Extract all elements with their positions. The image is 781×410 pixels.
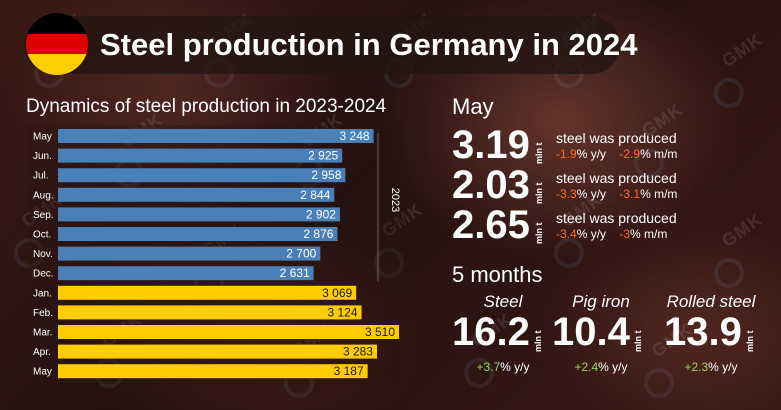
chart-title: Dynamics of steel production in 2023-202…: [26, 96, 387, 117]
yy-change: -1.9: [556, 147, 577, 161]
bar-2023: [58, 246, 321, 261]
change-value: +2.3: [684, 360, 709, 374]
yy-change: -3.4: [556, 227, 577, 241]
stat-caption: steel was produced: [556, 130, 677, 146]
stat-value: 3.19: [452, 123, 530, 167]
value-label: 3 187: [334, 364, 364, 378]
category-label: May: [33, 367, 52, 378]
item-label: Pig iron: [572, 292, 630, 311]
item-change: +3.7% y/y: [448, 360, 558, 374]
value-label: 3 283: [343, 345, 373, 359]
stat-changes: -3.3% y/y -3.1% m/m: [556, 187, 677, 201]
mm-change: -2.9: [619, 147, 641, 161]
value-label: 3 510: [365, 325, 395, 339]
mm-suffix: % m/m: [640, 147, 678, 161]
bar-2023: [58, 148, 343, 163]
category-label: May: [33, 132, 52, 143]
value-label: 3 248: [340, 129, 370, 143]
bar-2024: [58, 325, 400, 339]
year-label: 2023: [389, 188, 401, 212]
item-label: Steel: [483, 292, 523, 311]
title-banner: [24, 16, 620, 74]
bar-2023: [58, 266, 314, 281]
yy-suffix: % y/y: [576, 227, 607, 241]
yy-suffix: % y/y: [576, 187, 607, 201]
item-value: 16.2: [452, 310, 530, 354]
value-label: 2 876: [303, 227, 333, 241]
value-label: 3 124: [327, 305, 357, 319]
mm-suffix: % m/m: [640, 187, 678, 201]
stat-unit: mln t: [534, 222, 544, 245]
mm-change: -3.1: [619, 187, 641, 201]
germany-flag-icon: [26, 13, 88, 75]
category-label: Sep.: [33, 210, 54, 221]
change-value: +3.7: [476, 360, 501, 374]
yy-suffix: % y/y: [576, 147, 607, 161]
category-label: Nov.: [33, 249, 53, 260]
mm-change: -3: [619, 227, 631, 241]
category-label: Feb.: [33, 308, 53, 319]
category-label: Oct.: [33, 230, 51, 241]
value-label: 2 902: [306, 207, 336, 221]
may-heading: May: [452, 94, 494, 119]
flag-stripe-gold: [26, 54, 88, 75]
change-suffix: % y/y: [500, 360, 530, 374]
stat-changes: -1.9% y/y -2.9% m/m: [556, 147, 677, 161]
item-unit: mln t: [633, 330, 643, 353]
change-suffix: % y/y: [598, 360, 628, 374]
value-label: 2 631: [280, 266, 310, 280]
item-change: +2.3% y/y: [656, 360, 766, 374]
item-change: +2.4% y/y: [546, 360, 656, 374]
five-months-heading: 5 months: [452, 262, 543, 287]
category-label: Apr.: [33, 347, 51, 358]
bar-2024: [58, 285, 357, 300]
item-label: Rolled steel: [666, 292, 756, 311]
change-value: +2.4: [574, 360, 599, 374]
category-label: Jun.: [33, 151, 52, 162]
category-label: Dec.: [33, 269, 54, 280]
item-value: 10.4: [552, 310, 630, 354]
change-suffix: % y/y: [708, 360, 738, 374]
value-label: 2 925: [308, 149, 338, 163]
page-title: Steel production in Germany in 2024: [100, 27, 638, 62]
item-unit: mln t: [745, 330, 755, 353]
yy-change: -3.3: [556, 187, 577, 201]
stat-value: 2.65: [452, 203, 530, 247]
stat-caption: steel was produced: [556, 170, 677, 186]
mm-suffix: % m/m: [630, 227, 668, 241]
stat-unit: mln t: [534, 182, 544, 205]
bar-2024: [58, 305, 362, 320]
bar-2024: [58, 344, 377, 359]
bar-2023: [58, 168, 346, 183]
bar-2023: [58, 227, 338, 241]
flag-stripe-red: [26, 33, 88, 55]
category-label: Jan.: [33, 288, 52, 299]
stat-value: 2.03: [452, 163, 530, 207]
item-value: 13.9: [664, 310, 742, 354]
stat-unit: mln t: [534, 142, 544, 165]
stat-changes: -3.4% y/y -3% m/m: [556, 227, 667, 241]
category-label: Mar.: [33, 328, 52, 339]
bar-2023: [58, 207, 340, 222]
stat-caption: steel was produced: [556, 210, 677, 226]
bar-2023: [58, 187, 335, 202]
item-unit: mln t: [533, 330, 543, 353]
value-label: 3 069: [322, 286, 352, 300]
category-label: Jul.: [33, 171, 49, 182]
value-label: 2 844: [300, 188, 330, 202]
value-label: 2 958: [311, 168, 341, 182]
category-label: Aug.: [33, 190, 54, 201]
bar-2023: [58, 129, 374, 143]
value-label: 2 700: [286, 247, 316, 261]
flag-stripe-black: [26, 13, 88, 34]
bar-2024: [58, 364, 368, 379]
